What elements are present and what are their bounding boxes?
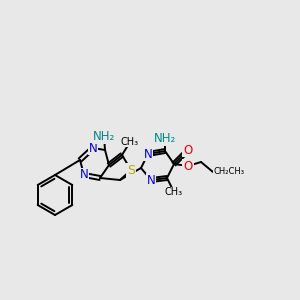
- Text: N: N: [147, 173, 155, 187]
- Text: CH₂CH₃: CH₂CH₃: [213, 167, 244, 176]
- Text: S: S: [127, 164, 135, 176]
- Text: CH₃: CH₃: [165, 187, 183, 197]
- Text: N: N: [144, 148, 152, 160]
- Text: O: O: [183, 160, 193, 172]
- Text: NH₂: NH₂: [154, 131, 176, 145]
- Text: NH₂: NH₂: [93, 130, 115, 142]
- Text: CH₃: CH₃: [121, 137, 139, 147]
- Text: O: O: [183, 143, 193, 157]
- Text: N: N: [80, 169, 88, 182]
- Text: N: N: [88, 142, 98, 154]
